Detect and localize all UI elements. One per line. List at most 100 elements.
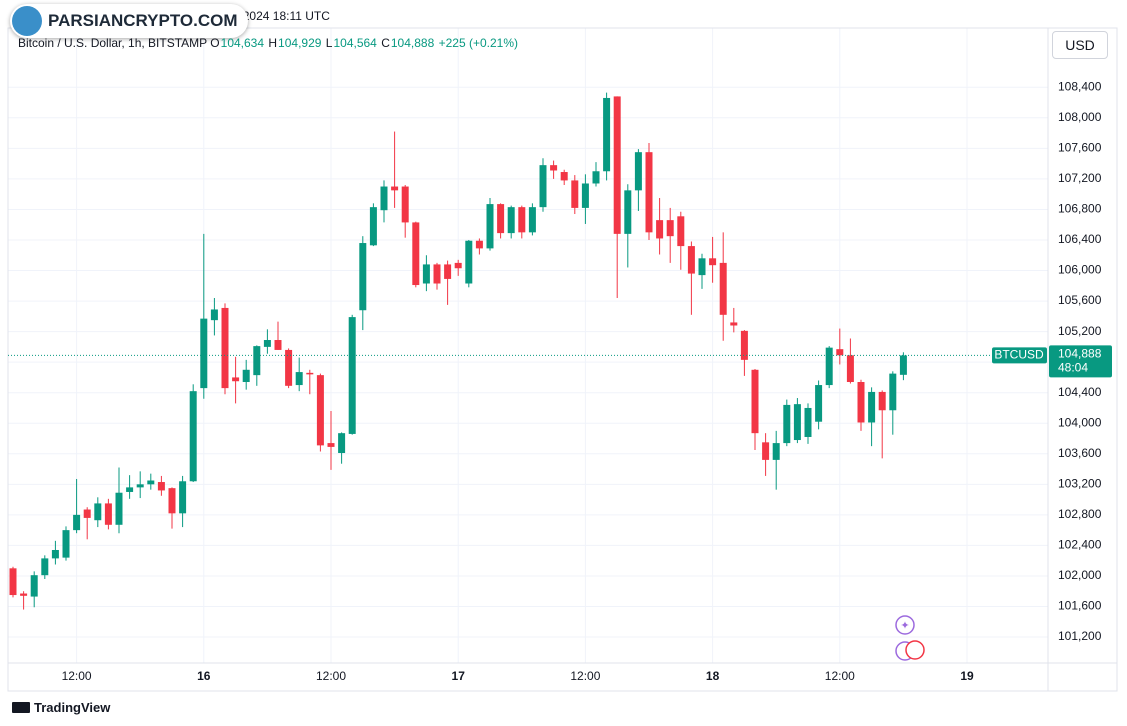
- watermark-text: PARSIANCRYPTO.COM: [48, 11, 238, 30]
- y-tick-label: 102,000: [1058, 568, 1102, 582]
- candle-body: [454, 262, 462, 269]
- candle-body: [550, 165, 558, 171]
- ohlc-key: L: [325, 36, 333, 50]
- ohlc-value: 104,564: [333, 36, 377, 50]
- candle-body: [104, 503, 112, 525]
- currency-button[interactable]: USD: [1052, 31, 1108, 59]
- candle-body: [486, 204, 494, 249]
- candle-body: [401, 186, 409, 223]
- candle-body: [815, 385, 823, 422]
- candle-body: [825, 347, 833, 386]
- candle-body: [136, 484, 144, 488]
- x-tick-label: 12:00: [62, 669, 92, 683]
- x-tick-label: 12:00: [570, 669, 600, 683]
- candle-body: [232, 377, 240, 382]
- x-tick-label: 18: [706, 669, 720, 683]
- candle-body: [603, 97, 611, 172]
- candle-body: [51, 549, 59, 559]
- candle-body: [274, 340, 282, 350]
- candle-body: [285, 349, 293, 386]
- candle-body: [507, 207, 515, 234]
- candle-body: [412, 222, 420, 286]
- y-tick-label: 106,400: [1058, 232, 1102, 246]
- candle-body: [730, 322, 738, 326]
- x-tick-label: 16: [197, 669, 211, 683]
- candle-body: [656, 220, 664, 239]
- candle-body: [348, 317, 356, 434]
- y-tick-label: 102,800: [1058, 507, 1102, 521]
- x-tick-label: 12:00: [825, 669, 855, 683]
- candle-body: [878, 391, 886, 411]
- y-tick-label: 103,600: [1058, 446, 1102, 460]
- price-label-box: [1049, 345, 1112, 378]
- candle-body: [179, 481, 187, 514]
- price-label: 104,888: [1058, 347, 1102, 361]
- candle-body: [391, 186, 399, 191]
- y-tick-label: 107,600: [1058, 141, 1102, 155]
- candle-body: [475, 240, 483, 249]
- candle-body: [889, 373, 897, 411]
- candle-body: [613, 96, 621, 234]
- candle-body: [634, 152, 642, 191]
- candle-body: [592, 171, 600, 184]
- candle-body: [571, 180, 579, 208]
- y-tick-label: 104,000: [1058, 415, 1102, 429]
- y-tick-label: 108,000: [1058, 110, 1102, 124]
- y-tick-label: 101,200: [1058, 629, 1102, 643]
- candle-body: [518, 207, 526, 233]
- ohlc-key: H: [268, 36, 278, 50]
- symbol-label: BTCUSD: [994, 348, 1044, 362]
- candle-body: [316, 375, 324, 446]
- y-tick-label: 108,400: [1058, 79, 1102, 93]
- x-tick-label: 17: [452, 669, 466, 683]
- event-icon-glyph: ✦: [900, 620, 909, 632]
- candle-body: [94, 503, 102, 521]
- countdown: 48:04: [1058, 361, 1088, 375]
- candle-body: [677, 216, 685, 247]
- ohlc-key: O: [210, 36, 220, 50]
- event-icon[interactable]: [895, 615, 915, 635]
- event-icon[interactable]: [905, 640, 925, 660]
- candle-body: [253, 346, 261, 376]
- candle-body: [709, 258, 717, 266]
- candle-body: [783, 404, 791, 444]
- candle-body: [422, 264, 430, 284]
- candle-body: [327, 443, 335, 447]
- candle-body: [793, 404, 801, 441]
- candle-body: [846, 355, 854, 383]
- candle-body: [126, 487, 134, 492]
- candle-body: [433, 264, 441, 284]
- change: +225 (+0.21%): [438, 36, 518, 50]
- candle-body: [30, 575, 38, 597]
- legend-row: Bitcoin / U.S. Dollar, 1h, BITSTAMP O104…: [18, 36, 518, 50]
- candle-body: [369, 207, 377, 246]
- footer: TradingView: [12, 700, 110, 715]
- candle-body: [581, 183, 589, 208]
- candle-body: [380, 186, 388, 211]
- brand-icon: [12, 702, 30, 713]
- candle-body: [857, 382, 865, 423]
- candle-body: [719, 262, 727, 315]
- watermark: PARSIANCRYPTO.COM: [10, 4, 248, 38]
- candle-body: [751, 369, 759, 434]
- candle-body: [698, 258, 706, 276]
- y-tick-label: 103,200: [1058, 476, 1102, 490]
- watermark-logo: [12, 6, 42, 36]
- x-tick-label: 19: [960, 669, 974, 683]
- ohlc: O104,634 H104,929 L104,564 C104,888: [210, 36, 438, 50]
- x-tick-label: 12:00: [316, 669, 346, 683]
- candle-body: [868, 391, 876, 423]
- y-tick-label: 107,200: [1058, 171, 1102, 185]
- candle-body: [444, 264, 452, 279]
- y-tick-label: 104,400: [1058, 385, 1102, 399]
- candle-body: [306, 372, 314, 375]
- candle-body: [528, 207, 536, 233]
- ohlc-key: C: [381, 36, 390, 50]
- candle-body: [359, 243, 367, 311]
- candle-body: [804, 407, 812, 437]
- candle-body: [295, 372, 303, 386]
- brand: TradingView: [34, 700, 111, 715]
- candle-body: [9, 568, 17, 596]
